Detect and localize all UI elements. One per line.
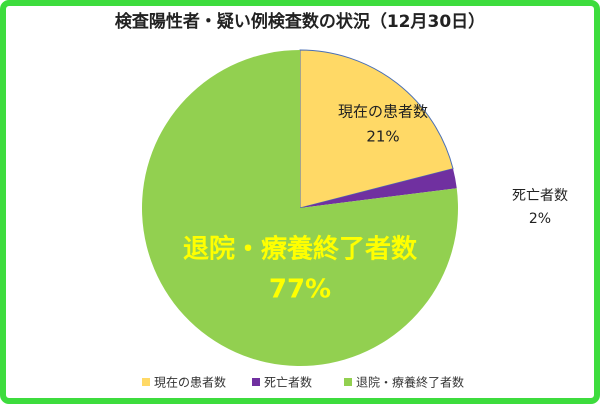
pie-slice — [300, 168, 457, 208]
data-label-value: 21% — [366, 128, 399, 146]
data-label-value: 2% — [529, 211, 551, 227]
legend-swatch — [344, 378, 352, 386]
legend: 現在の患者数 死亡者数 退院・療養終了者数 — [142, 375, 464, 390]
legend-swatch — [252, 378, 260, 386]
pie-slice — [142, 50, 458, 367]
data-label-value: 77% — [269, 275, 331, 305]
legend-swatch — [142, 378, 150, 386]
chart-title: 検査陽性者・疑い例検査数の状況（12月30日） — [115, 11, 485, 32]
legend-label: 退院・療養終了者数 — [356, 375, 464, 390]
data-label-name: 死亡者数 — [512, 188, 568, 204]
data-labels: 現在の患者数 21% 死亡者数 2% 退院・療養終了者数 77% — [183, 103, 568, 305]
legend-label: 現在の患者数 — [154, 375, 226, 390]
pie — [142, 49, 458, 367]
pie-slice — [299, 49, 454, 209]
data-label-name: 退院・療養終了者数 — [183, 234, 418, 265]
legend-label: 死亡者数 — [264, 375, 312, 390]
data-label-name: 現在の患者数 — [338, 103, 428, 121]
